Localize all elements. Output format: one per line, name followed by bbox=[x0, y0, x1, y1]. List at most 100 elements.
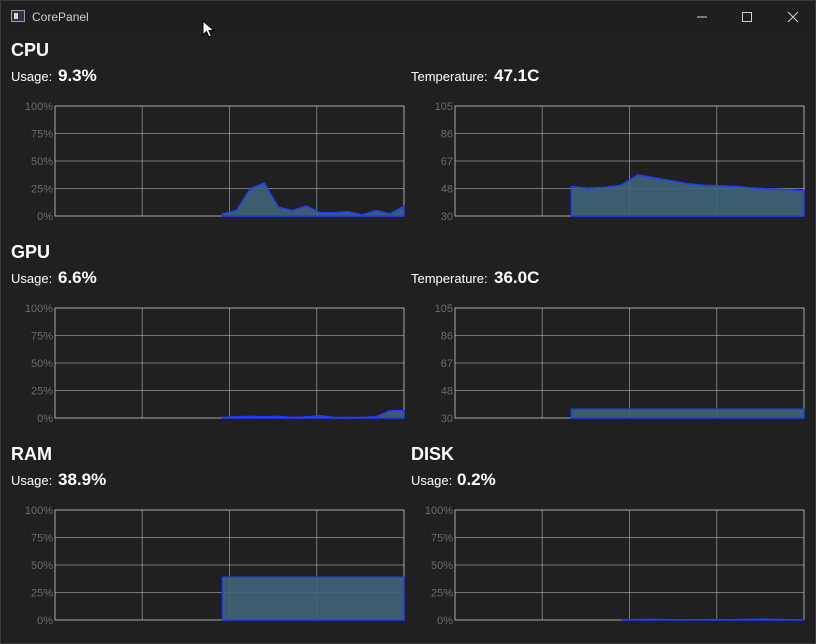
minimize-button[interactable] bbox=[679, 1, 725, 33]
y-tick-label: 25% bbox=[431, 588, 453, 600]
y-tick-label: 48 bbox=[441, 184, 453, 196]
data-point bbox=[705, 618, 708, 621]
cpu-temp-label: Temperature: bbox=[411, 69, 488, 84]
data-point bbox=[686, 182, 689, 185]
disk-usage-plot: 100% 75% 50% 25% 0% bbox=[425, 505, 805, 627]
maximize-icon bbox=[742, 12, 752, 22]
y-tick-label: 100% bbox=[425, 505, 453, 517]
y-tick-label: 50% bbox=[431, 560, 453, 572]
data-point bbox=[347, 210, 349, 213]
y-tick-label: 0% bbox=[437, 615, 453, 627]
y-tick-label: 100% bbox=[25, 303, 53, 315]
data-point bbox=[277, 206, 280, 208]
disk-section-title: DISK bbox=[411, 444, 455, 464]
data-point bbox=[249, 187, 252, 190]
data-point bbox=[570, 408, 573, 410]
data-point bbox=[736, 185, 739, 188]
ram-usage-plot: 100% 75% 50% 25% 0% bbox=[25, 505, 405, 627]
data-point bbox=[375, 416, 377, 418]
y-tick-label: 75% bbox=[31, 331, 53, 343]
data-point bbox=[587, 187, 589, 189]
y-tick-label: 67 bbox=[441, 156, 453, 168]
data-point bbox=[389, 409, 391, 412]
gpu-temp-chart: 105 86 67 48 30 bbox=[411, 302, 805, 425]
data-point bbox=[403, 576, 405, 579]
gpu-temp-plot: 105 86 67 48 30 bbox=[435, 303, 805, 425]
gpu-temp-label: Temperature: bbox=[411, 271, 488, 286]
y-tick-label: 100% bbox=[25, 101, 53, 113]
data-point bbox=[677, 618, 680, 621]
data-point bbox=[361, 214, 363, 216]
data-point bbox=[263, 416, 266, 418]
data-point bbox=[277, 415, 280, 418]
y-tick-label: 25% bbox=[31, 184, 53, 196]
data-point bbox=[221, 213, 224, 215]
data-point bbox=[263, 182, 266, 184]
y-tick-label: 105 bbox=[435, 303, 453, 315]
data-point bbox=[803, 618, 805, 621]
ram-usage-chart: 100% 75% 50% 25% 0% bbox=[11, 504, 405, 627]
data-point bbox=[389, 213, 391, 215]
y-tick-label: 0% bbox=[37, 413, 53, 425]
disk-usage-value: 0.2% bbox=[457, 470, 496, 489]
cpu-usage-label: Usage: bbox=[11, 69, 53, 84]
y-tick-label: 25% bbox=[31, 588, 53, 600]
cpu-temp-chart: 105 86 67 48 30 bbox=[411, 100, 805, 223]
app-icon bbox=[11, 10, 25, 22]
y-tick-label: 105 bbox=[435, 101, 453, 113]
y-tick-label: 50% bbox=[31, 560, 53, 572]
data-point bbox=[803, 408, 805, 410]
gpu-usage-plot: 100% 75% 50% 25% 0% bbox=[25, 303, 405, 425]
y-tick-label: 50% bbox=[31, 156, 53, 168]
data-point bbox=[375, 209, 377, 212]
minimize-icon bbox=[697, 16, 707, 18]
data-point bbox=[670, 180, 672, 182]
y-tick-label: 86 bbox=[441, 331, 453, 343]
data-point bbox=[333, 211, 336, 214]
data-point bbox=[347, 416, 349, 419]
gpu-section-title: GPU bbox=[11, 242, 51, 262]
y-tick-label: 0% bbox=[37, 211, 53, 223]
title-bar[interactable]: CorePanel bbox=[1, 1, 815, 33]
ram-usage-value: 38.9% bbox=[58, 470, 107, 489]
maximize-button[interactable] bbox=[724, 1, 770, 33]
data-point bbox=[221, 416, 224, 419]
data-point bbox=[803, 190, 805, 192]
data-point bbox=[291, 416, 294, 419]
cpu-section-title: CPU bbox=[11, 40, 50, 60]
y-tick-label: 0% bbox=[37, 615, 53, 627]
data-point bbox=[221, 576, 224, 579]
data-point bbox=[319, 211, 322, 214]
y-tick-label: 50% bbox=[31, 358, 53, 370]
data-point bbox=[249, 415, 252, 418]
close-button[interactable] bbox=[770, 1, 816, 33]
data-point bbox=[789, 618, 791, 621]
data-point bbox=[653, 177, 656, 179]
data-point bbox=[603, 186, 606, 189]
gpu-temp-value: 36.0C bbox=[494, 268, 540, 287]
data-point bbox=[649, 618, 652, 621]
data-point bbox=[769, 188, 772, 190]
data-point bbox=[620, 184, 622, 186]
cpu-usage-plot: 100% 75% 50% 25% 0% bbox=[25, 101, 405, 223]
y-tick-label: 100% bbox=[25, 505, 53, 517]
y-tick-label: 30 bbox=[441, 413, 453, 425]
cpu-usage-chart: 100% 75% 50% 25% 0% bbox=[11, 100, 405, 223]
data-point bbox=[403, 205, 405, 207]
cpu-temp-plot: 105 86 67 48 30 bbox=[435, 101, 805, 223]
data-point bbox=[570, 185, 573, 188]
data-point bbox=[637, 174, 639, 176]
cpu-temp-value: 47.1C bbox=[494, 66, 540, 85]
data-point bbox=[761, 618, 763, 620]
gpu-usage-label: Usage: bbox=[11, 271, 53, 286]
cpu-usage-value: 9.3% bbox=[58, 66, 97, 85]
data-point bbox=[703, 184, 706, 186]
data-point bbox=[319, 415, 322, 417]
ram-usage-label: Usage: bbox=[11, 473, 53, 488]
data-point bbox=[403, 409, 405, 412]
data-point bbox=[333, 416, 336, 419]
data-point bbox=[305, 205, 308, 207]
data-point bbox=[720, 185, 722, 187]
gpu-temp-area bbox=[570, 408, 805, 419]
